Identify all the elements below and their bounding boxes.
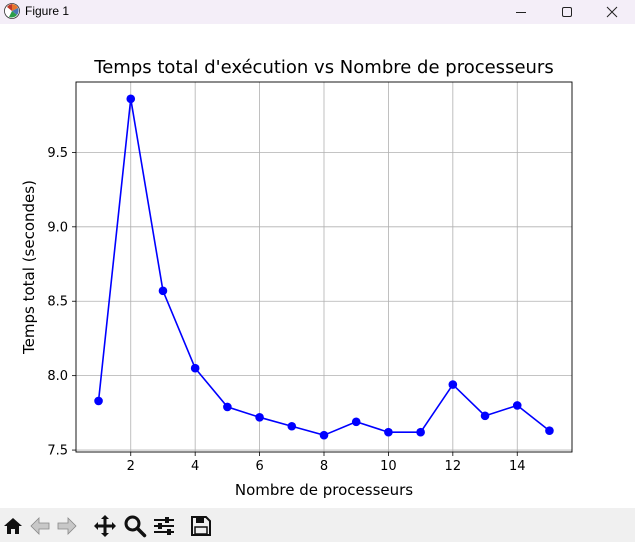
configure-subplots-button[interactable]	[151, 513, 177, 539]
y-tick-label: 9.5	[47, 146, 68, 161]
window-titlebar: Figure 1	[0, 0, 635, 24]
window-title: Figure 1	[25, 4, 70, 18]
x-tick-label: 8	[320, 459, 328, 474]
forward-icon	[56, 515, 78, 537]
data-point	[94, 396, 103, 406]
x-tick-label: 10	[380, 459, 397, 474]
close-button[interactable]	[589, 0, 635, 24]
x-tick-label: 14	[509, 459, 526, 474]
minimize-icon	[515, 6, 527, 18]
navigation-toolbar	[0, 508, 635, 542]
minimize-button[interactable]	[498, 0, 544, 24]
x-tick-label: 12	[445, 459, 462, 474]
data-point	[158, 286, 168, 296]
maximize-icon	[561, 6, 573, 18]
axes-frame	[75, 81, 573, 453]
x-tick-label: 2	[127, 459, 135, 474]
chart-title: Temps total d'exécution vs Nombre de pro…	[93, 57, 553, 78]
x-tick-label: 6	[255, 459, 263, 474]
home-button[interactable]	[0, 513, 26, 539]
back-icon	[29, 515, 51, 537]
y-tick-label: 9.0	[47, 220, 68, 235]
y-tick-label: 8.0	[47, 369, 68, 384]
back-button[interactable]	[27, 513, 53, 539]
home-icon	[2, 515, 24, 537]
line-chart: 2 4 6 8 10 12 14 7.5 8.0 8.5 9.0 9.5 Temps total d…	[20, 57, 573, 499]
data-point	[448, 380, 458, 389]
x-axis-ticks: 2 4 6 8 10 12 14	[127, 452, 526, 474]
y-gridlines	[76, 151, 572, 451]
data-point	[384, 427, 393, 437]
zoom-button[interactable]	[122, 513, 148, 539]
data-point	[319, 430, 329, 440]
data-point	[255, 413, 264, 422]
data-point	[287, 421, 297, 431]
y-axis-label: Temps total (secondes)	[20, 180, 38, 355]
data-point	[223, 402, 232, 412]
data-point	[190, 363, 200, 373]
save-button[interactable]	[188, 513, 214, 539]
pan-button[interactable]	[92, 513, 118, 539]
figure-canvas[interactable]: 2 4 6 8 10 12 14 7.5 8.0 8.5 9.0 9.5 Temps total d…	[0, 24, 635, 508]
x-tick-label: 4	[191, 459, 199, 474]
y-axis-ticks: 7.5 8.0 8.5 9.0 9.5	[47, 146, 76, 459]
y-tick-label: 7.5	[47, 444, 68, 459]
data-point	[416, 427, 425, 437]
pan-icon	[93, 514, 117, 538]
close-icon	[606, 6, 618, 18]
forward-button[interactable]	[54, 513, 80, 539]
x-axis-label: Nombre de processeurs	[235, 481, 413, 499]
series-markers	[94, 94, 554, 440]
data-point	[126, 94, 136, 104]
configure-subplots-icon	[152, 514, 176, 538]
x-gridlines	[130, 82, 518, 452]
data-point	[480, 411, 490, 421]
data-point	[351, 417, 361, 427]
maximize-button[interactable]	[544, 0, 590, 24]
save-icon	[190, 515, 212, 537]
matplotlib-logo-icon	[3, 2, 21, 20]
zoom-icon	[123, 514, 147, 538]
data-point	[512, 401, 522, 410]
data-point	[545, 426, 554, 436]
y-tick-label: 8.5	[47, 295, 68, 310]
